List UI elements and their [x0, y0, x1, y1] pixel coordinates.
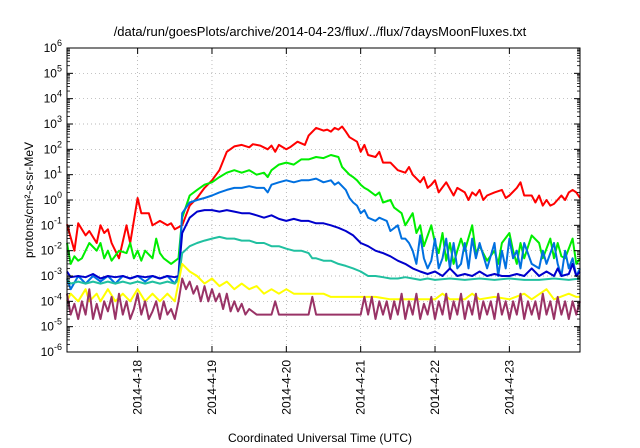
x-tick-label: 2014-4-19 — [205, 360, 219, 415]
x-tick-label: 2014-4-18 — [131, 360, 145, 415]
series-line — [66, 125, 581, 260]
series-group — [66, 125, 581, 320]
series-line — [66, 235, 581, 285]
series-line — [66, 277, 581, 320]
axes: 10-610-510-410-310-210-11001011021031041… — [41, 38, 580, 415]
grid — [67, 48, 580, 352]
y-axis-title: protons/cm²-s-sr-MeV — [22, 142, 36, 258]
x-tick-label: 2014-4-20 — [279, 360, 293, 415]
x-axis-title: Coordinated Universal Time (UTC) — [228, 431, 412, 445]
x-tick-label: 2014-4-23 — [502, 360, 516, 415]
series-line — [66, 154, 581, 265]
series-line — [66, 262, 580, 303]
chart-title: /data/run/goesPlots/archive/2014-04-23/f… — [114, 24, 527, 39]
series-line — [66, 209, 581, 280]
x-tick-label: 2014-4-22 — [428, 360, 442, 415]
x-tick-label: 2014-4-21 — [354, 360, 368, 415]
